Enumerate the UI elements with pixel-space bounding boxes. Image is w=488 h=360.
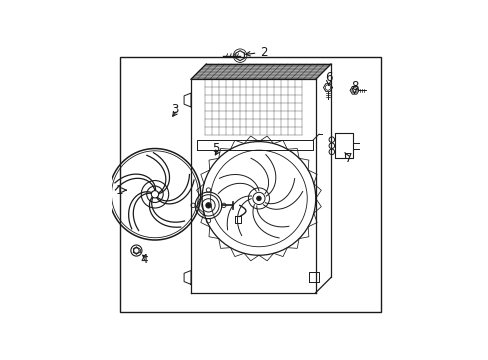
Text: 8: 8 [350, 80, 358, 93]
Text: 7: 7 [345, 152, 352, 165]
Circle shape [205, 203, 211, 208]
Text: 3: 3 [170, 103, 178, 116]
Text: 6: 6 [325, 71, 332, 84]
Text: 2: 2 [260, 46, 267, 59]
Text: 5: 5 [212, 142, 219, 155]
Circle shape [256, 196, 261, 201]
Text: 4: 4 [140, 253, 147, 266]
Text: 1: 1 [116, 184, 123, 197]
